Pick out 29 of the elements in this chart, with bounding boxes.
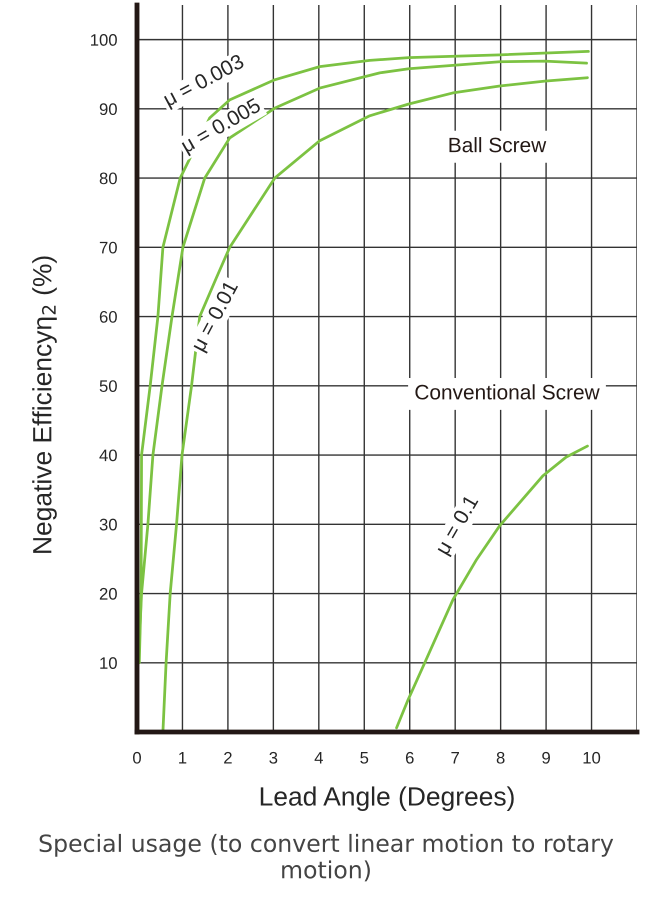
y-tick-label: 30: [100, 518, 117, 530]
y-tick-label: 50: [100, 380, 117, 392]
annotation: Ball Screw: [450, 137, 546, 152]
x-tick-label: 2: [224, 752, 232, 764]
text: μ = 0.01: [190, 280, 242, 354]
y-tick-label: 60: [100, 310, 117, 323]
text: μ = 0.1: [434, 494, 482, 558]
x-tick-label: 6: [406, 752, 414, 764]
text: Special usage (to convert linear motion to rotary motion): [40, 834, 614, 882]
x-axis-title: Lead Angle (Degrees): [260, 786, 514, 812]
y-tick-label: 90: [100, 103, 117, 116]
x-tick-label: 7: [451, 752, 459, 764]
x-tick-label: 10: [584, 752, 600, 764]
x-tick-label: 4: [314, 752, 323, 764]
annotation: Conventional Screw: [415, 384, 600, 400]
y-tick-label: 40: [99, 449, 117, 462]
y-tick-label: 70: [100, 242, 117, 254]
x-tick-label: 0: [133, 752, 141, 764]
y-axis-title: Negative Efficiencyη$_{2}$ (%): [32, 256, 57, 553]
x-tick-label: 5: [360, 752, 368, 764]
line-series: [395, 444, 589, 730]
x-tick-label: 9: [542, 752, 550, 764]
x-tick-label: 3: [269, 752, 278, 764]
x-tick-label: 8: [496, 752, 505, 764]
x-tick-label: 1: [179, 752, 186, 764]
y-tick-label: 100: [91, 34, 117, 46]
y-tick-label: 80: [100, 172, 117, 184]
y-tick-label: 10: [100, 657, 117, 669]
y-tick-label: 20: [100, 588, 117, 600]
